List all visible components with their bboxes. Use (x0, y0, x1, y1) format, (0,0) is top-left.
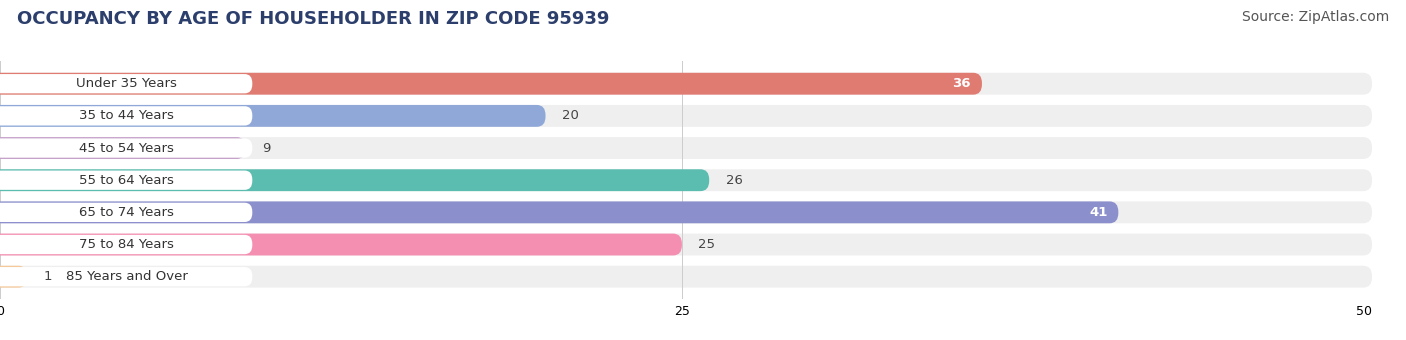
Text: 35 to 44 Years: 35 to 44 Years (79, 109, 174, 122)
FancyBboxPatch shape (0, 74, 252, 94)
Text: 45 to 54 Years: 45 to 54 Years (79, 141, 174, 155)
FancyBboxPatch shape (0, 201, 1118, 223)
FancyBboxPatch shape (0, 73, 1372, 95)
FancyBboxPatch shape (0, 266, 1372, 288)
FancyBboxPatch shape (0, 235, 252, 254)
FancyBboxPatch shape (0, 266, 27, 288)
FancyBboxPatch shape (0, 169, 709, 191)
Text: 41: 41 (1090, 206, 1108, 219)
Text: Source: ZipAtlas.com: Source: ZipAtlas.com (1241, 10, 1389, 24)
Text: 65 to 74 Years: 65 to 74 Years (79, 206, 174, 219)
FancyBboxPatch shape (0, 203, 252, 222)
FancyBboxPatch shape (0, 73, 981, 95)
Text: 25: 25 (699, 238, 716, 251)
Text: 75 to 84 Years: 75 to 84 Years (79, 238, 174, 251)
FancyBboxPatch shape (0, 105, 1372, 127)
Text: 9: 9 (262, 141, 270, 155)
FancyBboxPatch shape (0, 201, 1372, 223)
Text: 36: 36 (952, 77, 972, 90)
FancyBboxPatch shape (0, 234, 682, 255)
Text: Under 35 Years: Under 35 Years (76, 77, 177, 90)
FancyBboxPatch shape (0, 137, 246, 159)
FancyBboxPatch shape (0, 267, 252, 286)
Text: 55 to 64 Years: 55 to 64 Years (79, 174, 174, 187)
FancyBboxPatch shape (0, 138, 252, 158)
Text: OCCUPANCY BY AGE OF HOUSEHOLDER IN ZIP CODE 95939: OCCUPANCY BY AGE OF HOUSEHOLDER IN ZIP C… (17, 10, 609, 28)
FancyBboxPatch shape (0, 105, 546, 127)
FancyBboxPatch shape (0, 169, 1372, 191)
FancyBboxPatch shape (0, 234, 1372, 255)
Text: 26: 26 (725, 174, 742, 187)
FancyBboxPatch shape (0, 171, 252, 190)
Text: 1: 1 (44, 270, 52, 283)
Text: 85 Years and Over: 85 Years and Over (66, 270, 188, 283)
FancyBboxPatch shape (0, 137, 1372, 159)
Text: 20: 20 (562, 109, 579, 122)
FancyBboxPatch shape (0, 106, 252, 125)
